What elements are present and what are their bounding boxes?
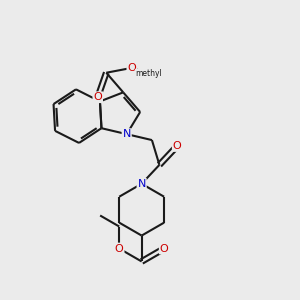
Text: N: N — [122, 129, 131, 139]
Text: N: N — [137, 179, 146, 189]
Text: O: O — [93, 92, 102, 102]
Text: O: O — [128, 63, 136, 73]
Text: O: O — [173, 141, 182, 151]
Text: methyl: methyl — [136, 69, 162, 78]
Text: O: O — [115, 244, 124, 254]
Text: O: O — [160, 244, 169, 254]
